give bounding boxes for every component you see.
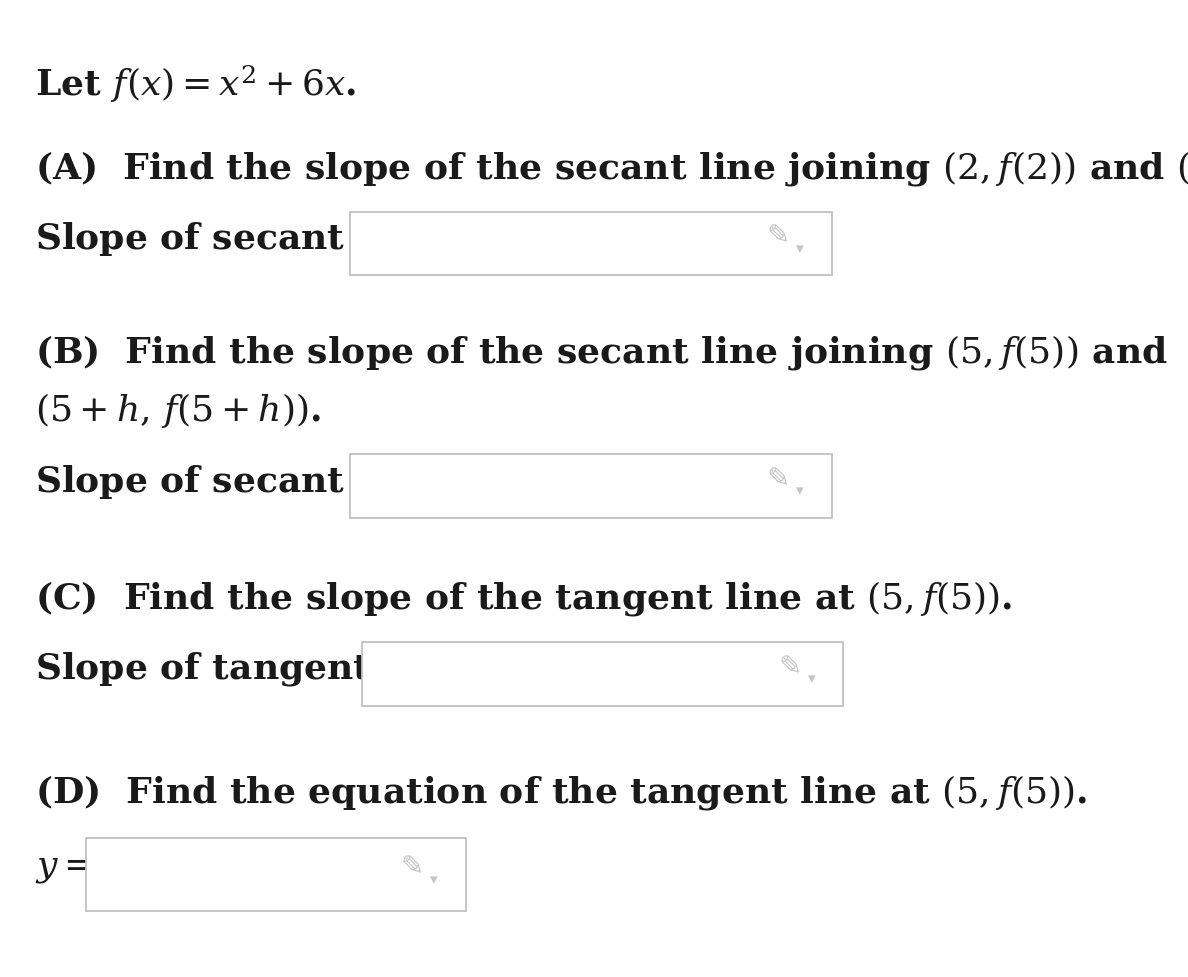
Text: Slope of tangent line $=$: Slope of tangent line $=$ (34, 650, 507, 688)
FancyBboxPatch shape (350, 455, 832, 518)
Text: ✎: ✎ (778, 653, 802, 680)
Text: (A)  Find the slope of the secant line joining $(2, f(2))$ and $(8, f(8))$.: (A) Find the slope of the secant line jo… (34, 149, 1188, 188)
Text: ▾: ▾ (808, 670, 815, 686)
Text: ▾: ▾ (430, 871, 437, 886)
Text: $y =$: $y =$ (34, 850, 93, 884)
Text: (B)  Find the slope of the secant line joining $(5, f(5))$ and: (B) Find the slope of the secant line jo… (34, 332, 1168, 371)
Text: Let $f(x) = x^2 + 6x$.: Let $f(x) = x^2 + 6x$. (34, 64, 356, 106)
Text: $(5 + h,\, f(5 + h))$.: $(5 + h,\, f(5 + h))$. (34, 391, 321, 430)
Text: (D)  Find the equation of the tangent line at $(5, f(5))$.: (D) Find the equation of the tangent lin… (34, 772, 1087, 811)
Text: ✎: ✎ (766, 465, 790, 492)
FancyBboxPatch shape (350, 213, 832, 276)
Text: ✎: ✎ (400, 853, 424, 880)
FancyBboxPatch shape (362, 643, 843, 705)
Text: ✎: ✎ (766, 223, 790, 250)
Text: Slope of secant line $=$: Slope of secant line $=$ (34, 220, 481, 258)
Text: ▾: ▾ (796, 240, 803, 256)
FancyBboxPatch shape (86, 837, 466, 911)
Text: (C)  Find the slope of the tangent line at $(5, f(5))$.: (C) Find the slope of the tangent line a… (34, 578, 1012, 617)
Text: ▾: ▾ (796, 483, 803, 498)
Text: Slope of secant line $=$: Slope of secant line $=$ (34, 462, 481, 500)
